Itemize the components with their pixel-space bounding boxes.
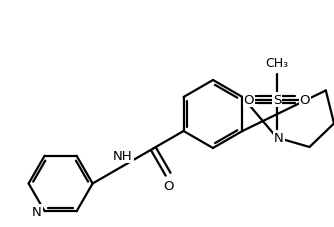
Text: O: O <box>300 94 310 107</box>
Text: N: N <box>274 131 284 144</box>
Text: CH₃: CH₃ <box>265 56 288 69</box>
Text: S: S <box>273 94 281 107</box>
Text: N: N <box>32 205 42 218</box>
Text: NH: NH <box>113 149 133 162</box>
Text: O: O <box>163 180 173 192</box>
Text: O: O <box>243 94 254 107</box>
